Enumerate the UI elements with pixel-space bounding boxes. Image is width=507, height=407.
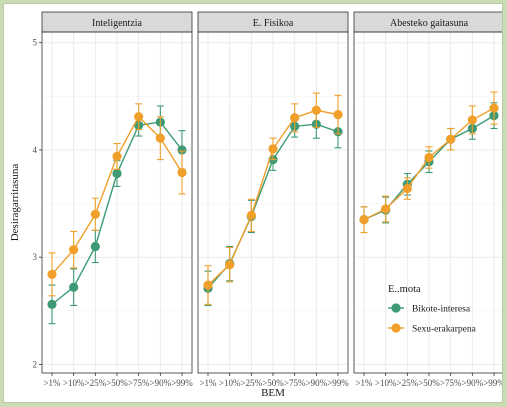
x-tick-label: >10% bbox=[375, 378, 397, 388]
series-sexu-erakarpena bbox=[359, 91, 499, 234]
y-axis-title: Desiragarritasuna bbox=[9, 164, 21, 242]
x-tick-label: >50% bbox=[418, 378, 440, 388]
data-point bbox=[134, 112, 144, 122]
series-sexu-erakarpena bbox=[203, 92, 343, 305]
series-sexu-erakarpena bbox=[47, 103, 187, 297]
data-point bbox=[381, 204, 391, 214]
x-tick-label: >90% bbox=[306, 378, 328, 388]
panel-title: E. Fisikoa bbox=[253, 18, 294, 29]
data-point bbox=[446, 134, 456, 144]
data-point bbox=[69, 282, 79, 292]
data-point bbox=[90, 209, 100, 219]
x-tick-label: >25% bbox=[85, 378, 107, 388]
panel-title: Abesteko gaitasuna bbox=[390, 18, 469, 29]
y-tick-label: 4 bbox=[33, 145, 38, 155]
panel-e-fisikoa: E. Fisikoa >1% >10% >25% >50% >75% >90% >99% bbox=[197, 11, 349, 388]
x-tick-label: >90% bbox=[150, 378, 172, 388]
legend-key-point bbox=[391, 303, 401, 313]
legend-key-point bbox=[391, 323, 401, 333]
data-point bbox=[489, 103, 499, 113]
faceted-line-chart: Inteligentzia>1% >10% >25% >50% >75% >90% >99%… bbox=[9, 11, 502, 399]
data-point bbox=[112, 151, 122, 161]
x-tick-label: >1% bbox=[199, 378, 217, 388]
chart-figure: Inteligentzia >1% >10% >25% >50% >75% >90% >99%… bbox=[3, 3, 503, 403]
x-tick-label: >10% bbox=[63, 378, 85, 388]
panel-title: Inteligentzia bbox=[92, 18, 143, 29]
x-tick-label: >75% bbox=[128, 378, 150, 388]
x-axis-title: BEM bbox=[261, 387, 285, 399]
x-tick-label: >90% bbox=[462, 378, 484, 388]
x-tick-label: >10% bbox=[219, 378, 241, 388]
y-tick-label: 3 bbox=[33, 252, 38, 262]
data-point bbox=[225, 260, 235, 270]
data-point bbox=[333, 109, 343, 120]
data-point bbox=[359, 215, 369, 225]
data-point bbox=[246, 210, 256, 220]
x-tick-label: >99% bbox=[171, 378, 193, 388]
data-point bbox=[90, 241, 100, 252]
data-point bbox=[112, 168, 122, 179]
x-tick-label: >75% bbox=[440, 378, 462, 388]
data-point bbox=[177, 167, 187, 178]
x-tick-label: >25% bbox=[397, 378, 419, 388]
data-point bbox=[203, 280, 213, 290]
x-tick-label: >25% bbox=[241, 378, 263, 388]
x-tick-label: >50% bbox=[106, 378, 128, 388]
data-point bbox=[69, 245, 79, 255]
data-point bbox=[290, 113, 300, 123]
legend: E..mota Bikote-interesa Sexu-erakarpena bbox=[388, 284, 477, 335]
data-point bbox=[467, 115, 477, 125]
x-tick-label: >99% bbox=[483, 378, 502, 388]
x-tick-label: >1% bbox=[43, 378, 61, 388]
data-point bbox=[155, 133, 165, 143]
panel-background bbox=[354, 32, 502, 373]
data-point bbox=[424, 152, 434, 163]
legend-label: Bikote-interesa bbox=[412, 305, 471, 315]
y-tick-label: 2 bbox=[33, 359, 38, 369]
panel-abesteko-gaitasuna: Abesteko gaitasuna >1% >10% >25% >50% >75% >90… bbox=[353, 11, 502, 388]
x-tick-label: >50% bbox=[262, 378, 284, 388]
x-tick-label: >75% bbox=[284, 378, 306, 388]
data-point bbox=[177, 145, 187, 155]
panel-inteligentzia: Inteligentzia >1% >10% >25% >50% >75% >90% >99% bbox=[41, 11, 193, 388]
data-point bbox=[47, 269, 57, 279]
x-tick-label: >99% bbox=[327, 378, 349, 388]
data-point bbox=[268, 144, 278, 154]
legend-title: E..mota bbox=[388, 284, 421, 295]
y-tick-label: 5 bbox=[33, 38, 38, 48]
data-point bbox=[311, 105, 321, 115]
data-point bbox=[402, 183, 412, 194]
x-tick-label: >1% bbox=[355, 378, 373, 388]
legend-label: Sexu-erakarpena bbox=[412, 325, 477, 335]
data-point bbox=[47, 299, 57, 309]
